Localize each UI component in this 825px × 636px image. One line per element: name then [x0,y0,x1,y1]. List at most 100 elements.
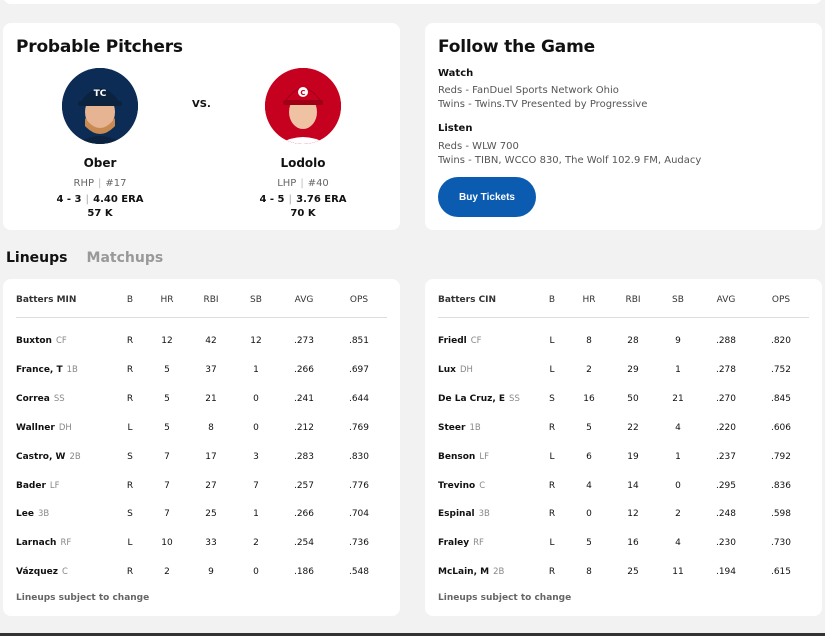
player-name-link[interactable]: De La Cruz, E SS [438,394,520,404]
player-name-link[interactable]: Espinal 3B [438,509,490,519]
player-name-link[interactable]: Buxton CF [16,336,67,346]
stat-rbi: 17 [205,451,217,462]
player-name[interactable]: Buxton [16,336,52,346]
player-name[interactable]: Fraley [438,538,470,549]
stat-sb: 2 [253,538,259,549]
watch-item: Reds - FanDuel Sports Network Ohio [438,85,619,96]
player-name-link[interactable]: Lux DH [438,365,473,375]
stat-rbi: 19 [627,451,639,462]
previous-card-edge [3,0,822,4]
player-name[interactable]: France, T [16,364,63,375]
stat-avg: .212 [293,422,315,433]
player-position: RF [60,538,72,549]
player-name[interactable]: Castro, W [16,451,66,462]
buy-tickets-button[interactable]: Buy Tickets [438,177,536,217]
listen-item: Twins - TIBN, WCCO 830, The Wolf 102.9 F… [438,155,702,166]
stat-hr: 8 [586,336,592,346]
column-header-avg[interactable]: AVG [294,295,314,305]
stat-sb: 1 [675,451,681,462]
column-header-rbi[interactable]: RBI [625,295,641,305]
player-name-link[interactable]: Vázquez C [16,567,68,577]
stat-rbi: 14 [627,480,639,491]
stat-ops: .836 [770,480,792,491]
lineup-row: Trevino C R 4 14 0 .295 .836 [425,481,822,495]
lineup-row: France, T 1B R 5 37 1 .266 .697 [3,365,400,379]
player-name-link[interactable]: Correa SS [16,394,65,404]
player-name-link[interactable]: Lee 3B [16,509,49,519]
lineup-card-min: Batters MIN B HR RBI SB AVG OPS Buxton CF R 12 42 12… [3,279,400,616]
column-header-ops[interactable]: OPS [349,295,369,305]
player-name[interactable]: Correa [16,393,50,404]
lineup-row: Benson LF L 6 19 1 .237 .792 [425,452,822,466]
player-name[interactable]: Friedl [438,336,467,346]
player-position: SS [53,393,65,404]
column-header-ops[interactable]: OPS [771,295,791,305]
stat-ops: .615 [770,567,792,578]
player-name[interactable]: Larnach [16,538,57,549]
column-header-b[interactable]: B [126,295,134,305]
player-position: 3B [478,509,490,520]
stat-b: R [126,480,134,491]
column-header-hr[interactable]: HR [160,295,174,305]
player-name[interactable]: Espinal [438,509,475,520]
stat-rbi: 25 [205,509,217,520]
column-header-rbi[interactable]: RBI [203,295,219,305]
player-position: SS [509,393,520,404]
player-name-link[interactable]: Larnach RF [16,538,71,548]
player-name[interactable]: Benson [438,451,476,462]
svg-text:TC: TC [94,89,107,99]
away-pitcher-avatar: TC [62,68,138,144]
player-name-link[interactable]: Fraley RF [438,538,484,548]
stat-hr: 5 [164,422,170,433]
lineup-row: Lee 3B S 7 25 1 .266 .704 [3,509,400,523]
home-pitcher[interactable]: C Lodolo LHP | #40 4 - 5 | 3.76 ERA 70 K [243,68,363,219]
player-name-link[interactable]: Wallner DH [16,423,72,433]
stat-avg: .266 [293,509,315,520]
svg-text:C: C [300,89,305,97]
lineup-header-team: Batters CIN [438,295,497,305]
player-name[interactable]: Lee [16,509,34,520]
column-header-sb[interactable]: SB [672,295,684,305]
player-name[interactable]: McLain, M [438,567,490,578]
stat-avg: .220 [715,422,737,433]
lineup-header-team: Batters MIN [16,295,77,305]
stat-hr: 6 [586,451,592,462]
stat-b: R [126,336,134,346]
stat-ops: .730 [770,538,792,549]
player-name-link[interactable]: Castro, W 2B [16,452,81,462]
stat-ops: .704 [348,509,370,520]
stat-avg: .254 [293,538,315,549]
player-name-link[interactable]: France, T 1B [16,365,78,375]
player-position: 2B [493,567,505,578]
player-name[interactable]: De La Cruz, E [438,393,506,404]
player-name[interactable]: Trevino [438,480,476,491]
player-name[interactable]: Steer [438,422,466,433]
tab-matchups[interactable]: Matchups [86,250,164,266]
lineup-row: McLain, M 2B R 8 25 11 .194 .615 [425,567,822,581]
stat-hr: 8 [586,567,592,578]
stat-sb: 1 [253,364,259,375]
player-name[interactable]: Vázquez [16,567,58,578]
stat-b: R [126,393,134,404]
stat-ops: .792 [770,451,792,462]
player-name-link[interactable]: Benson LF [438,452,489,462]
player-name-link[interactable]: Steer 1B [438,423,481,433]
player-position: 1B [469,422,481,433]
lineup-row: Fraley RF L 5 16 4 .230 .730 [425,538,822,552]
column-header-sb[interactable]: SB [250,295,262,305]
tab-lineups[interactable]: Lineups [6,250,68,266]
player-name-link[interactable]: McLain, M 2B [438,567,504,577]
player-name[interactable]: Wallner [16,422,55,433]
away-pitcher[interactable]: TC Ober RHP | #17 4 - 3 | 4.40 ERA 57 K [40,68,160,219]
column-header-b[interactable]: B [548,295,556,305]
player-name[interactable]: Lux [438,364,456,375]
player-name-link[interactable]: Bader LF [16,481,60,491]
player-position: RF [473,538,484,549]
column-header-avg[interactable]: AVG [716,295,736,305]
player-name-link[interactable]: Trevino C [438,481,485,491]
column-header-hr[interactable]: HR [582,295,596,305]
lineup-row: Vázquez C R 2 9 0 .186 .548 [3,567,400,581]
player-name[interactable]: Bader [16,480,46,491]
player-name-link[interactable]: Friedl CF [438,336,482,346]
home-pitcher-name: Lodolo [280,156,326,170]
